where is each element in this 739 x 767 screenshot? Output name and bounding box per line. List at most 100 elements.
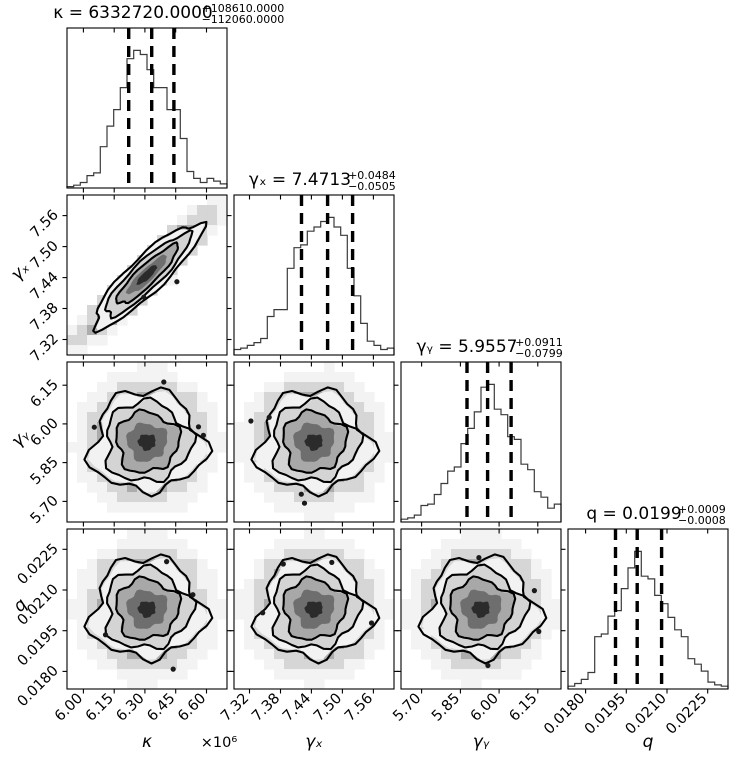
- density-cell: [324, 512, 335, 522]
- ticks-1-2: [229, 362, 399, 527]
- density-cell: [344, 539, 355, 550]
- density-cell: [137, 679, 148, 689]
- density-cell: [177, 639, 188, 650]
- density-cell: [207, 412, 218, 423]
- density-cell: [344, 492, 355, 503]
- density-cell: [441, 649, 452, 660]
- density-cell: [67, 442, 78, 453]
- density-cell: [491, 539, 502, 550]
- density-cell: [77, 452, 88, 463]
- density-cell: [177, 669, 188, 680]
- panel-title-lower-error: −0.0505: [348, 180, 396, 193]
- density-cell: [244, 589, 255, 600]
- density-cell: [87, 412, 98, 423]
- y-tick-label: 0.0195: [15, 622, 62, 669]
- density-cell: [431, 649, 442, 660]
- density-cell: [294, 539, 305, 550]
- density-cell: [334, 649, 345, 660]
- outlier-point: [301, 500, 308, 506]
- density-cell: [87, 392, 98, 403]
- density-cell: [107, 549, 118, 560]
- density-cell: [217, 215, 227, 226]
- density-cell: [137, 372, 148, 383]
- density-cell: [501, 539, 512, 550]
- histogram-step: [567, 550, 729, 689]
- ticks-2-3: [396, 529, 566, 694]
- density-cell: [197, 225, 208, 236]
- outlier-point: [141, 294, 147, 300]
- density-cell: [217, 609, 227, 620]
- contour-line-level-0: [250, 386, 381, 498]
- density-cell: [284, 502, 295, 513]
- outlier-point: [161, 379, 167, 385]
- density-cell: [197, 412, 208, 423]
- density-cell: [147, 539, 158, 550]
- density-cell: [117, 539, 128, 550]
- density-cell: [87, 639, 98, 650]
- density-cell: [254, 579, 265, 590]
- density-cell: [364, 492, 375, 503]
- density-cell: [234, 599, 245, 610]
- density-cell: [107, 502, 118, 513]
- density-cell: [334, 659, 345, 670]
- density-cell: [354, 472, 365, 483]
- ticks-2-2: [421, 362, 539, 527]
- density-cell: [461, 539, 472, 550]
- density-cell: [511, 539, 522, 550]
- panel-frame: [400, 528, 562, 690]
- density-cell: [157, 529, 168, 540]
- density-cell: [401, 599, 412, 610]
- density-cell: [334, 482, 345, 493]
- density-cell: [304, 492, 315, 503]
- density-cell: [197, 235, 208, 246]
- contour-line-level-0: [83, 553, 214, 665]
- density-cell: [87, 649, 98, 660]
- density-cell: [167, 372, 178, 383]
- density-cell: [441, 549, 452, 560]
- density-cell: [117, 502, 128, 513]
- contour-line-level-2: [282, 408, 350, 474]
- density-cell: [167, 492, 178, 503]
- panel-title-main: κ = 6332720.0000: [53, 3, 212, 23]
- hist-panel-gamma_x: γₓ = 7.4713+0.0484−0.0505: [233, 169, 396, 356]
- density-cell: [157, 492, 168, 503]
- density-cell: [541, 579, 552, 590]
- density-cell: [384, 609, 394, 620]
- density-cell: [364, 639, 375, 650]
- density-cell: [157, 669, 168, 680]
- panel-frame: [66, 27, 228, 189]
- density-cell: [324, 482, 335, 493]
- histogram-step: [233, 216, 395, 355]
- density-cell: [77, 619, 88, 630]
- density-cell: [314, 549, 325, 560]
- density-cell: [364, 589, 375, 600]
- density-cell: [304, 502, 315, 513]
- panel-title: γᵧ = 5.9557+0.0911−0.0799: [417, 336, 563, 360]
- density-cell: [67, 609, 78, 620]
- contour-line-level-0: [83, 386, 214, 498]
- contour-line-level-2: [115, 408, 183, 474]
- density-cell: [254, 569, 265, 580]
- density-cell: [374, 432, 385, 443]
- density-cell: [97, 589, 108, 600]
- density-cell: [401, 619, 412, 630]
- xaxis-gamma_y: 5.70 5.85 6.00 6.15 γᵧ: [390, 691, 540, 752]
- hist-panel-q: q = 0.0199+0.0009−0.0008: [567, 503, 729, 690]
- contour-body: [234, 529, 394, 689]
- density-cell: [481, 539, 492, 550]
- density-cell: [521, 589, 532, 600]
- density-cell: [127, 669, 138, 680]
- panel-title-lower-error: −0.0008: [678, 514, 726, 527]
- contour-line-level-1: [104, 396, 198, 484]
- density-cell: [471, 549, 482, 560]
- joint-panel-kappa-gamma_x: [66, 194, 228, 356]
- density-cell: [77, 315, 88, 326]
- density-cell: [177, 382, 188, 393]
- density-cell: [364, 392, 375, 403]
- density-cell: [157, 649, 168, 660]
- outlier-point: [476, 555, 482, 561]
- density-cell: [304, 512, 315, 522]
- outlier-point: [195, 424, 202, 430]
- x-tick-label: 6.15: [506, 691, 540, 725]
